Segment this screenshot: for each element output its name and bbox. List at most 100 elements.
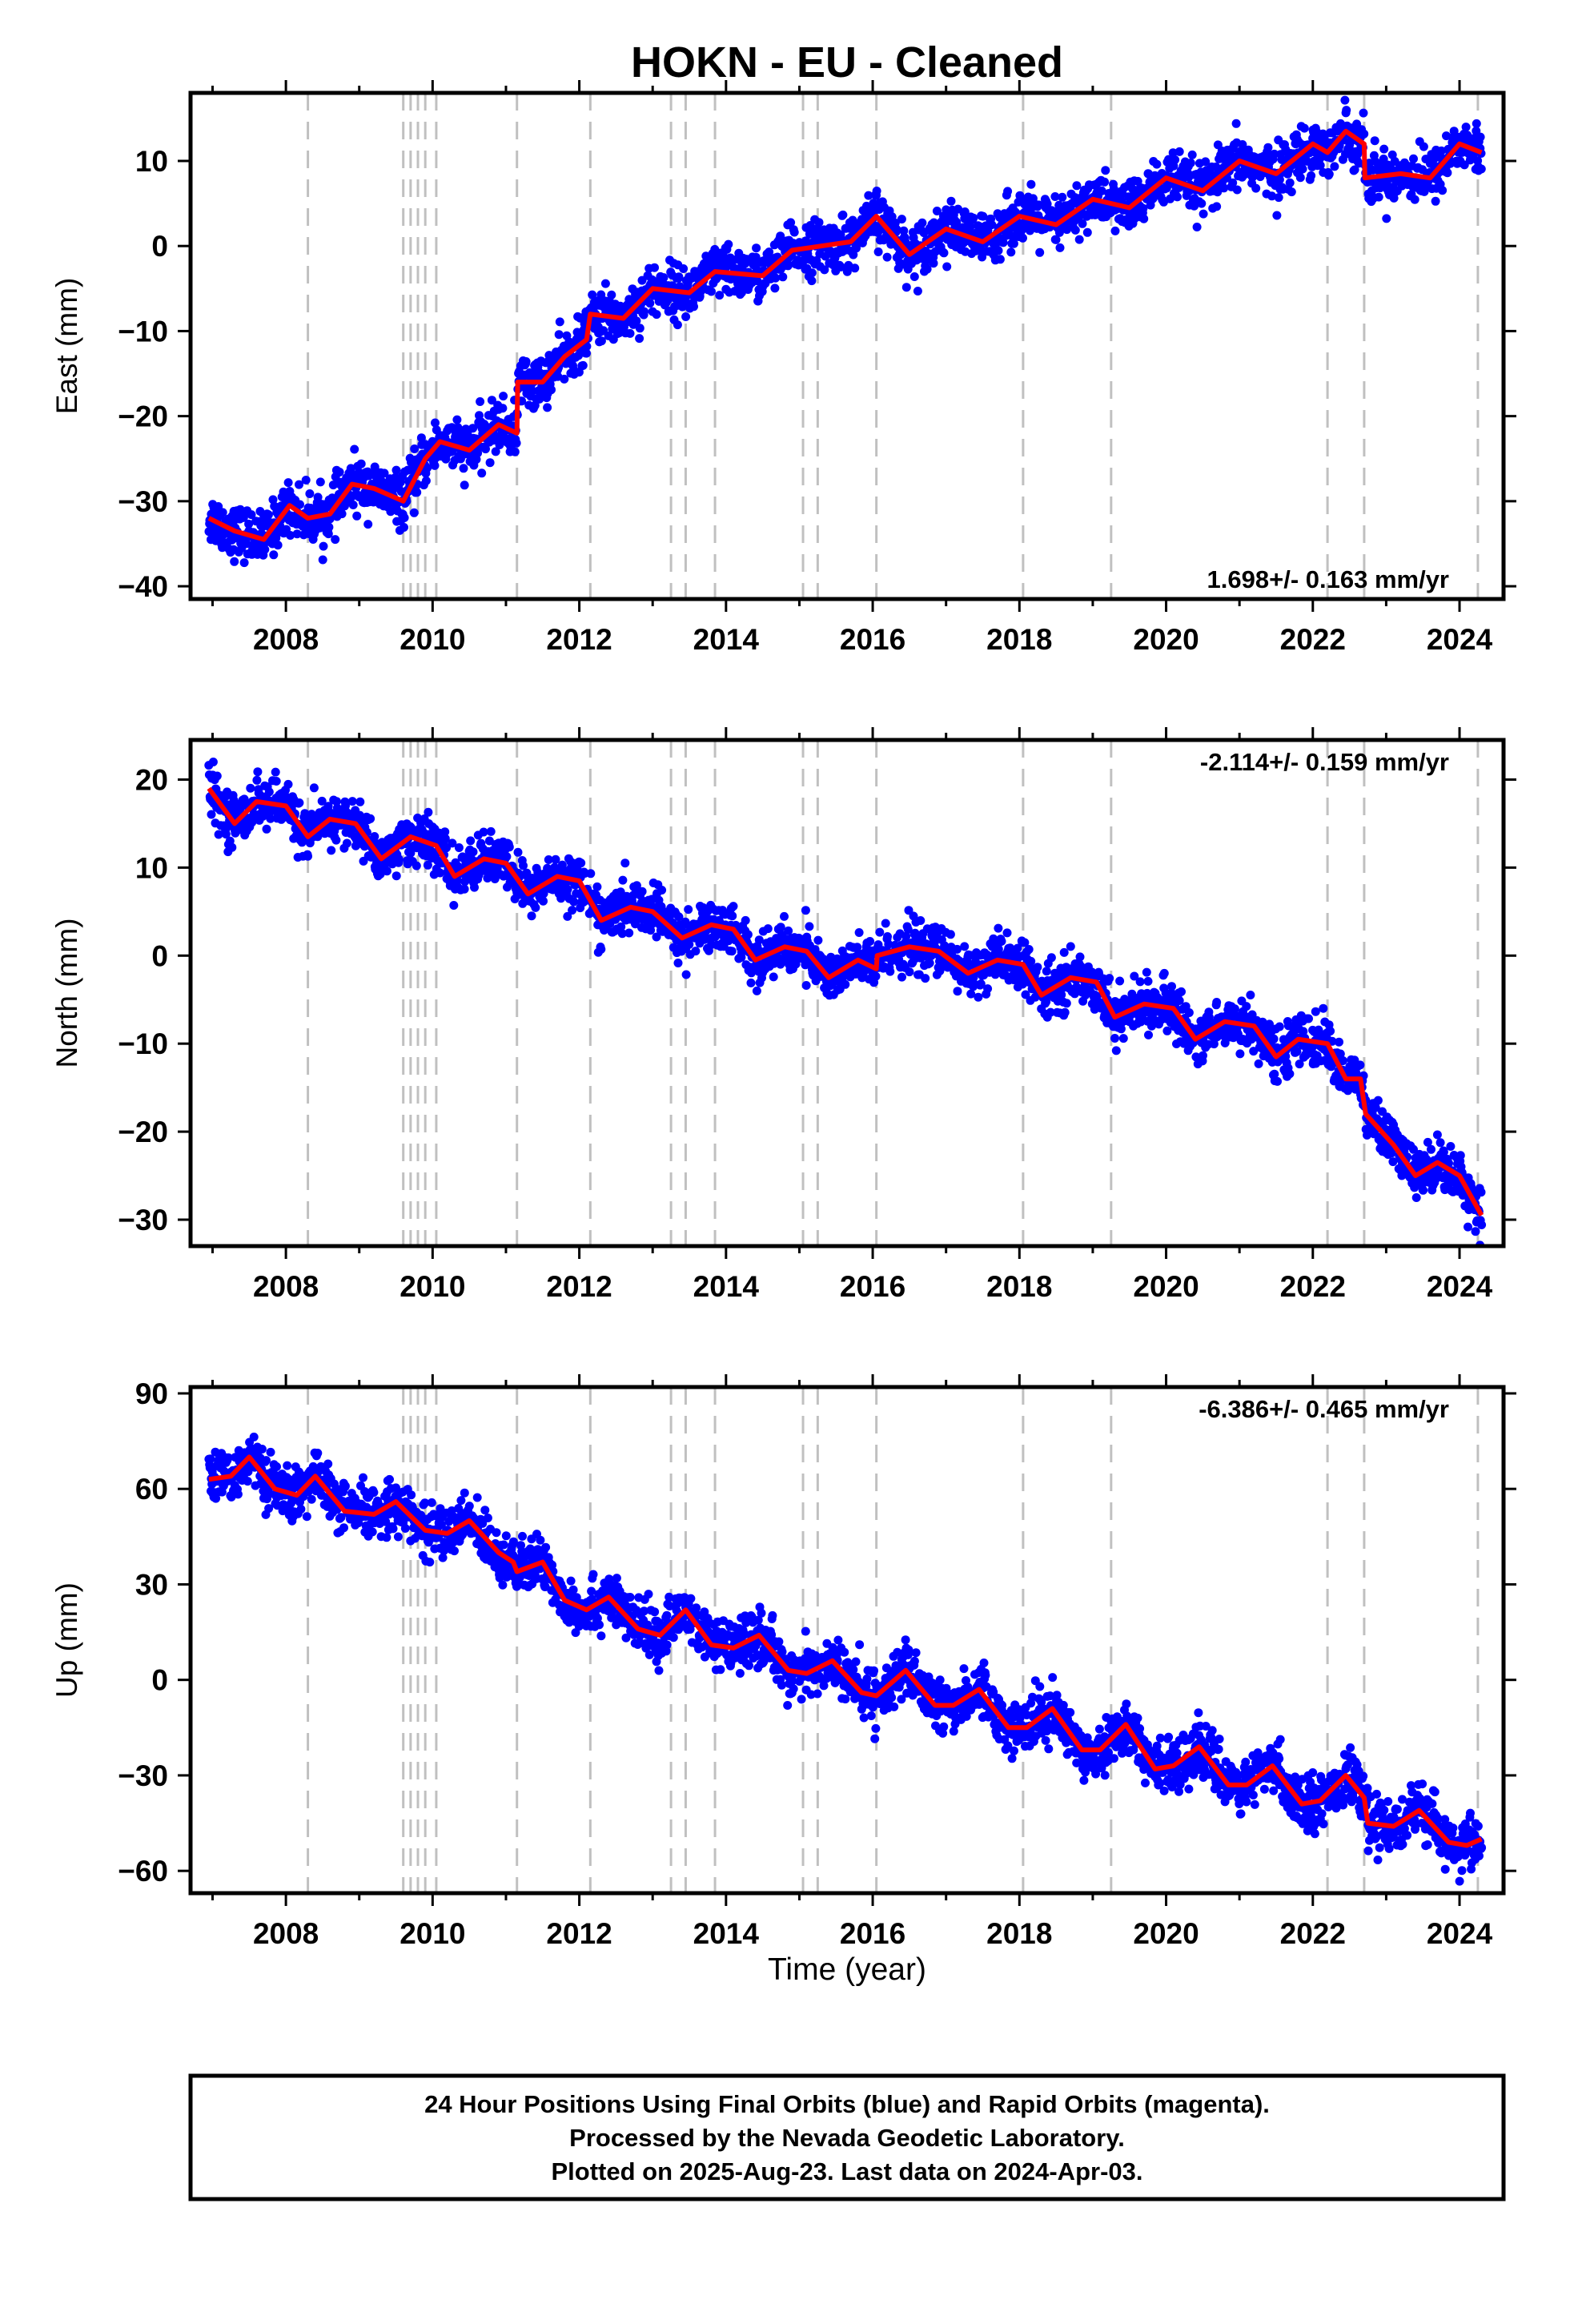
east-x-ticks: [211, 80, 1461, 612]
data-point: [563, 911, 572, 921]
data-point: [776, 923, 785, 932]
data-point: [370, 832, 379, 841]
data-point: [635, 324, 644, 333]
data-point: [1159, 968, 1169, 978]
data-point: [978, 211, 988, 221]
data-point: [673, 320, 682, 330]
data-point: [588, 290, 597, 300]
x-tick-label: 2018: [986, 623, 1052, 656]
data-point: [916, 916, 926, 925]
data-point: [865, 937, 875, 946]
data-point: [468, 424, 478, 433]
data-point: [485, 458, 495, 468]
data-point: [635, 334, 644, 344]
data-point: [1235, 1049, 1245, 1059]
data-point: [801, 906, 810, 915]
data-point: [1472, 119, 1481, 128]
data-point: [674, 272, 684, 282]
data-point: [960, 942, 970, 951]
data-point: [1274, 193, 1283, 203]
data-point: [600, 279, 610, 288]
data-point: [1251, 183, 1261, 193]
data-point: [460, 884, 469, 894]
data-point: [504, 842, 514, 852]
data-point: [1018, 233, 1027, 243]
data-point: [484, 836, 494, 846]
data-point: [292, 529, 302, 539]
data-point: [994, 923, 1003, 933]
data-point: [901, 931, 911, 941]
data-point: [269, 550, 279, 560]
data-point: [994, 944, 1003, 954]
data-point: [454, 843, 464, 852]
data-point: [1292, 1047, 1302, 1056]
data-point: [460, 480, 469, 490]
data-point: [582, 348, 591, 358]
data-point: [727, 947, 737, 956]
data-point: [939, 248, 949, 258]
data-point: [300, 809, 310, 818]
data-point: [1315, 161, 1325, 170]
data-point: [737, 946, 747, 955]
data-point: [327, 846, 336, 855]
data-point: [1006, 247, 1016, 257]
data-point: [995, 255, 1005, 264]
data-point: [271, 767, 280, 777]
data-point: [903, 925, 913, 935]
data-point: [769, 972, 778, 982]
data-point: [966, 989, 976, 999]
data-point: [363, 520, 373, 529]
data-point: [892, 224, 901, 234]
data-point: [236, 803, 246, 812]
east-panel: 2008 2010 2012 2014 2016 2018 2020 2022 2024−40−…: [50, 80, 1516, 656]
data-point: [1359, 108, 1368, 118]
data-point: [1184, 1008, 1194, 1017]
data-point: [904, 906, 913, 915]
data-point: [543, 403, 552, 412]
data-point: [295, 798, 304, 807]
data-point: [535, 394, 544, 404]
data-point: [873, 247, 883, 256]
data-point: [436, 868, 445, 878]
data-point: [743, 930, 753, 939]
data-point: [836, 262, 845, 271]
data-point: [689, 302, 698, 312]
x-tick-label: 2020: [1133, 623, 1199, 656]
data-point: [416, 433, 426, 443]
data-point: [1046, 1007, 1055, 1017]
east-plot-frame: [188, 90, 1506, 601]
data-point: [1370, 136, 1379, 146]
data-point: [765, 247, 774, 257]
data-point: [983, 984, 993, 994]
data-point: [1232, 185, 1242, 195]
data-point: [789, 227, 799, 237]
data-point: [771, 273, 781, 283]
data-point: [596, 336, 606, 346]
data-point: [1199, 209, 1208, 219]
data-point: [864, 191, 873, 200]
data-point: [331, 535, 340, 545]
data-point: [1144, 1030, 1153, 1039]
data-point: [616, 922, 626, 931]
data-point: [1285, 178, 1295, 187]
data-point: [412, 488, 422, 497]
data-point: [679, 264, 689, 273]
data-point: [342, 838, 351, 848]
data-point: [356, 459, 366, 468]
data-point: [477, 468, 487, 478]
data-point: [652, 310, 661, 320]
data-point: [319, 541, 328, 551]
data-point: [1050, 192, 1060, 201]
data-point: [1267, 191, 1277, 201]
data-point: [1034, 200, 1043, 210]
data-point: [1191, 1052, 1201, 1062]
data-point: [685, 939, 694, 949]
data-point: [620, 858, 630, 868]
data-point: [335, 468, 344, 476]
data-point: [1311, 1007, 1320, 1016]
east-y-axis-label: East (mm): [50, 278, 83, 415]
data-point: [674, 912, 684, 922]
data-point: [905, 967, 914, 977]
data-point: [424, 807, 433, 817]
data-point: [707, 287, 716, 296]
